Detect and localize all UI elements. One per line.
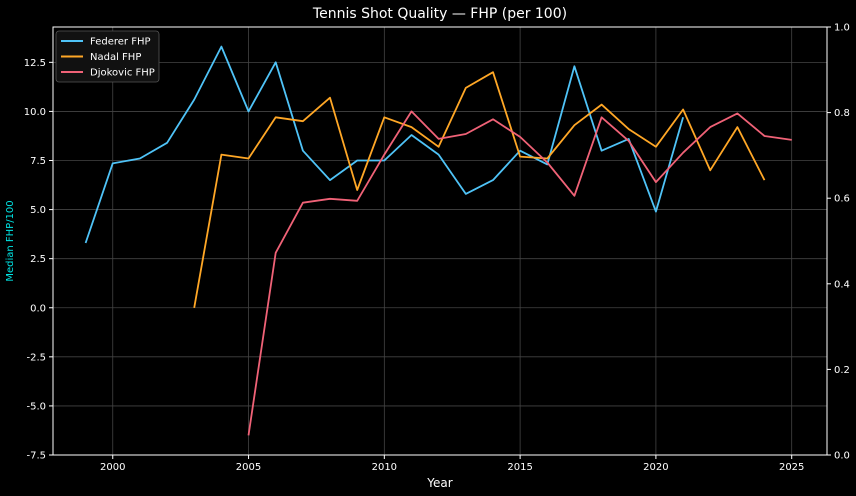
legend: Federer FHP Nadal FHP Djokovic FHP (55, 30, 160, 83)
chart-title: Tennis Shot Quality — FHP (per 100) (312, 6, 567, 22)
y2-tick-label: 0.6 (834, 194, 850, 205)
y-tick-label: 12.5 (24, 58, 46, 69)
x-tick-label: 2020 (643, 462, 668, 473)
x-tick-label: 2025 (779, 462, 804, 473)
legend-label: Federer FHP (90, 37, 151, 48)
y-tick-label: 5.0 (30, 205, 46, 216)
grid (53, 27, 827, 456)
y2-tick-label: 0.2 (834, 365, 850, 376)
y-tick-label: 2.5 (30, 254, 46, 265)
y2-tick-label: 0.4 (834, 279, 850, 290)
y-tick-label: -2.5 (26, 352, 46, 363)
legend-box (55, 30, 160, 83)
y2-tick-label: 1.0 (834, 23, 850, 34)
series-line-1 (193, 71, 766, 308)
series-lines (84, 45, 792, 436)
legend-label: Nadal FHP (90, 52, 141, 63)
x-tick-label: 2000 (100, 462, 125, 473)
axes: 2000 2005 2010 2015 2020 2025 -7.5 -5.0 -2.5 0.0 2… (24, 23, 850, 474)
y2-tick-label: 0.8 (834, 108, 850, 119)
x-tick-label: 2005 (236, 462, 261, 473)
y-tick-label: 10.0 (24, 107, 46, 118)
series-line-2 (247, 110, 792, 436)
x-tick-label: 2010 (372, 462, 397, 473)
plot-frame (52, 26, 828, 456)
x-tick-label: 2015 (507, 462, 532, 473)
legend-label: Djokovic FHP (90, 68, 155, 79)
y-axis-title: Median FHP/100 (5, 200, 16, 281)
y-tick-label: 0.0 (30, 303, 46, 314)
y2-tick-label: 0.0 (834, 451, 850, 462)
series-line-0 (84, 45, 684, 244)
y-tick-label: -7.5 (26, 451, 46, 462)
x-axis-title: Year (426, 476, 452, 490)
y-tick-label: 7.5 (30, 156, 46, 167)
y-tick-label: -5.0 (26, 401, 46, 412)
